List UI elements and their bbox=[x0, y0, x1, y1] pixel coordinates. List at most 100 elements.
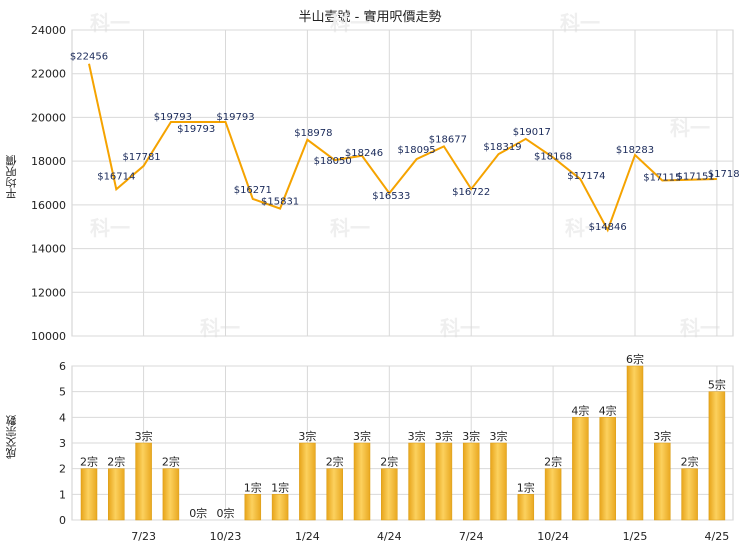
bar-data-label: 3宗 bbox=[353, 429, 371, 443]
transaction-bar bbox=[299, 442, 316, 521]
transaction-bar bbox=[435, 442, 453, 521]
price-data-label: $18050 bbox=[314, 156, 352, 167]
watermark-text: 科一 bbox=[565, 216, 605, 240]
transaction-bar bbox=[80, 468, 98, 521]
bar-data-label: 0宗 bbox=[217, 506, 235, 520]
bar-data-label: 2宗 bbox=[326, 455, 344, 469]
line-y-tick-label: 20000 bbox=[31, 111, 66, 124]
chart-title: 半山壹號 - 實用呎價走勢 bbox=[298, 10, 442, 25]
transaction-bar bbox=[108, 468, 125, 521]
transaction-bar bbox=[326, 468, 343, 521]
price-data-label: $18319 bbox=[483, 142, 521, 153]
price-data-label: $18095 bbox=[398, 145, 436, 156]
price-data-label: $18168 bbox=[534, 151, 572, 162]
transaction-bar bbox=[408, 442, 425, 521]
transaction-bar bbox=[490, 442, 507, 521]
line-y-tick-label: 18000 bbox=[31, 155, 66, 168]
transaction-bar bbox=[572, 417, 589, 521]
x-tick-label: 10/24 bbox=[537, 530, 569, 543]
x-tick-label: 7/24 bbox=[459, 530, 484, 543]
bar-y-tick-label: 3 bbox=[59, 437, 66, 450]
bar-data-label: 2宗 bbox=[107, 455, 125, 469]
line-y-tick-label: 24000 bbox=[31, 24, 66, 37]
price-data-label: $14846 bbox=[589, 222, 627, 233]
transaction-bar bbox=[544, 468, 562, 521]
price-data-label: $18283 bbox=[616, 145, 654, 156]
transaction-bar bbox=[681, 468, 698, 521]
price-line bbox=[88, 63, 717, 233]
transaction-bar bbox=[654, 442, 671, 521]
bar-data-label: 5宗 bbox=[708, 378, 726, 392]
bar-data-label: 4宗 bbox=[571, 403, 589, 417]
line-y-tick-label: 22000 bbox=[31, 68, 66, 81]
transaction-bar bbox=[135, 442, 152, 521]
bar-data-label: 3宗 bbox=[435, 429, 453, 443]
price-data-label: $16722 bbox=[452, 187, 490, 198]
price-data-label: $17781 bbox=[123, 152, 161, 163]
bar-data-label: 2宗 bbox=[380, 455, 398, 469]
transaction-bar bbox=[353, 442, 371, 521]
line-y-tick-label: 12000 bbox=[31, 286, 66, 299]
bar-y-tick-label: 4 bbox=[59, 411, 66, 424]
price-data-label: $16271 bbox=[234, 185, 272, 196]
transaction-bar bbox=[244, 494, 262, 521]
bar-data-label: 1宗 bbox=[244, 480, 262, 494]
bar-data-label: 1宗 bbox=[517, 480, 535, 494]
price-data-label: $19793 bbox=[177, 124, 215, 135]
x-tick-label: 1/24 bbox=[295, 530, 320, 543]
price-data-label: $22456 bbox=[70, 52, 108, 63]
price-data-label: $16714 bbox=[97, 171, 135, 182]
transaction-bar bbox=[626, 365, 644, 521]
bar-y-tick-label: 2 bbox=[59, 463, 66, 476]
x-tick-label: 1/25 bbox=[623, 530, 648, 543]
bar-data-label: 4宗 bbox=[599, 403, 617, 417]
transaction-bar bbox=[271, 494, 289, 521]
price-data-label: $19793 bbox=[216, 112, 254, 123]
watermark-text: 科一 bbox=[90, 216, 130, 240]
bar-data-label: 6宗 bbox=[626, 352, 644, 366]
x-tick-label: 10/23 bbox=[210, 530, 242, 543]
x-tick-label: 4/25 bbox=[705, 530, 730, 543]
price-data-label: $19793 bbox=[154, 112, 192, 123]
bar-data-label: 2宗 bbox=[544, 455, 562, 469]
transaction-bar bbox=[462, 442, 480, 521]
price-data-label: $17151 bbox=[677, 172, 715, 183]
watermark-text: 科一 bbox=[560, 11, 600, 35]
bar-data-label: 3宗 bbox=[408, 429, 426, 443]
x-tick-label: 4/24 bbox=[377, 530, 402, 543]
bar-data-label: 0宗 bbox=[189, 506, 207, 520]
price-data-label: $15831 bbox=[261, 197, 299, 208]
transaction-bar bbox=[708, 391, 726, 521]
bar-data-label: 2宗 bbox=[80, 455, 98, 469]
price-data-label: $17174 bbox=[567, 171, 605, 182]
transaction-bar bbox=[162, 468, 180, 521]
bar-data-label: 3宗 bbox=[462, 429, 480, 443]
bar-y-tick-label: 5 bbox=[59, 386, 66, 399]
watermark-text: 科一 bbox=[670, 116, 710, 140]
watermark-text: 科一 bbox=[330, 216, 370, 240]
bar-y-tick-label: 1 bbox=[59, 488, 66, 501]
price-data-label: $18246 bbox=[345, 148, 383, 159]
price-data-label: $16533 bbox=[372, 191, 410, 202]
bar-data-label: 2宗 bbox=[681, 455, 699, 469]
line-y-tick-label: 10000 bbox=[31, 330, 66, 343]
price-data-label: $18677 bbox=[429, 134, 467, 145]
transaction-bar bbox=[517, 494, 535, 521]
bar-y-tick-label: 0 bbox=[59, 514, 66, 527]
line-y-tick-label: 16000 bbox=[31, 199, 66, 212]
x-tick-label: 7/23 bbox=[131, 530, 156, 543]
bar-data-label: 3宗 bbox=[653, 429, 671, 443]
line-plot-area bbox=[71, 29, 734, 337]
transaction-bar bbox=[381, 468, 398, 521]
price-data-label: $18978 bbox=[294, 128, 332, 139]
price-data-label: $17115 bbox=[643, 172, 681, 183]
watermark-text: 科一 bbox=[90, 11, 130, 35]
line-y-tick-label: 14000 bbox=[31, 243, 66, 256]
bar-data-label: 3宗 bbox=[135, 429, 153, 443]
watermark-text: 科一 bbox=[330, 11, 370, 35]
price-data-label: $19017 bbox=[513, 127, 551, 138]
bar-data-label: 1宗 bbox=[271, 480, 289, 494]
bar-y-tick-label: 6 bbox=[59, 360, 66, 373]
bar-data-label: 3宗 bbox=[298, 429, 316, 443]
